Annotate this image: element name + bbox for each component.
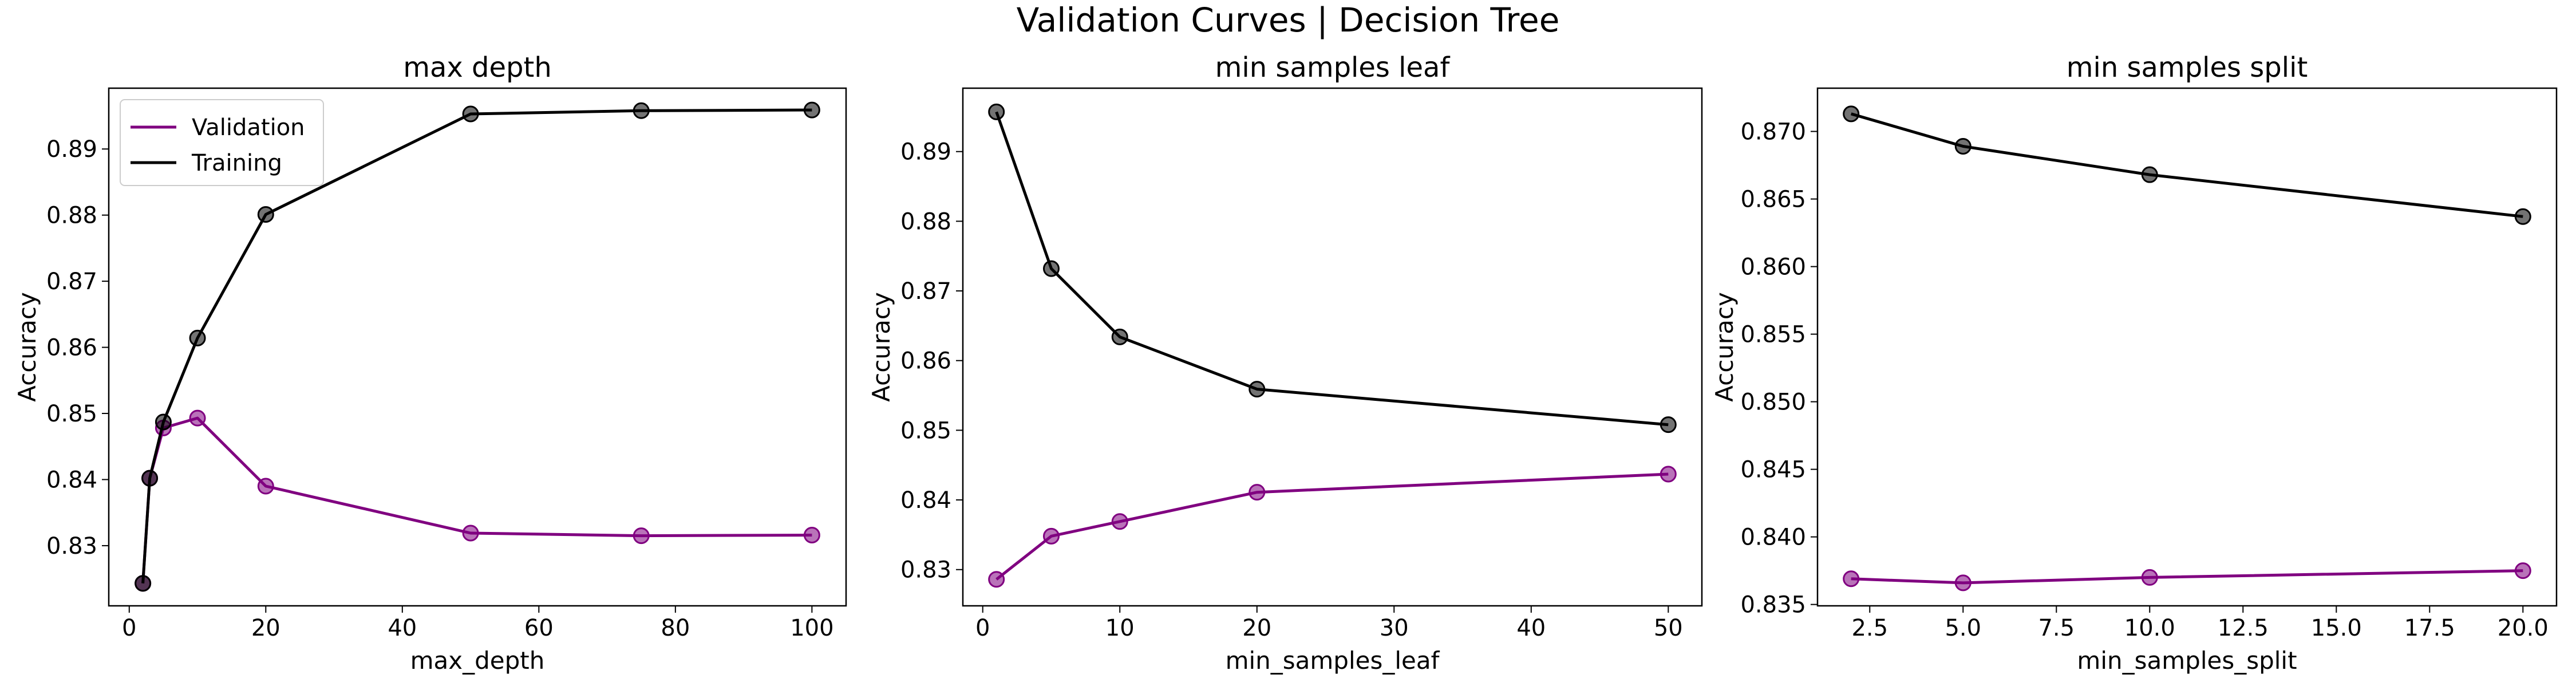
data-point-training xyxy=(2514,208,2531,225)
x-tick-label: 40 xyxy=(1516,615,1546,641)
x-axis-label: min_samples_split xyxy=(2077,646,2297,675)
data-point-validation xyxy=(1843,570,1860,588)
x-tick-label: 5.0 xyxy=(1945,615,1981,641)
x-tick-label: 20.0 xyxy=(2498,615,2549,641)
data-point-validation xyxy=(2141,569,2158,586)
data-point-validation xyxy=(1111,513,1128,530)
x-axis-label: max_depth xyxy=(410,646,545,675)
y-tick-label: 0.85 xyxy=(900,417,951,444)
y-tick-label: 0.87 xyxy=(900,278,951,305)
data-point-validation xyxy=(1660,466,1677,483)
x-tick-label: 0 xyxy=(975,615,990,641)
subplot-title: min samples split xyxy=(2067,52,2308,84)
y-tick-label: 0.85 xyxy=(46,401,97,427)
data-point-training xyxy=(2141,166,2158,183)
data-point-validation xyxy=(1042,527,1060,545)
x-tick-label: 30 xyxy=(1380,615,1409,641)
data-point-training xyxy=(141,470,159,487)
axes-frame xyxy=(962,87,1703,607)
y-tick-label: 0.88 xyxy=(46,203,97,229)
x-tick-label: 50 xyxy=(1654,615,1683,641)
x-tick-label: 17.5 xyxy=(2404,615,2455,641)
data-point-training xyxy=(1249,381,1266,398)
legend-label: Training xyxy=(191,150,282,176)
y-tick-label: 0.84 xyxy=(46,467,97,493)
data-point-training xyxy=(1042,260,1060,277)
x-tick-label: 0 xyxy=(122,615,136,641)
data-point-validation xyxy=(988,571,1005,588)
data-point-validation xyxy=(2514,562,2531,579)
x-tick-label: 80 xyxy=(661,615,690,641)
series-line-validation xyxy=(995,472,1669,581)
y-tick-label: 0.87 xyxy=(46,269,97,295)
x-tick-label: 2.5 xyxy=(1851,615,1888,641)
y-axis-label: Accuracy xyxy=(1710,292,1739,402)
data-point-training xyxy=(189,329,206,346)
data-point-validation xyxy=(1954,574,1971,592)
axes-frame xyxy=(1816,87,2558,607)
x-tick-label: 20 xyxy=(251,615,280,641)
subplot-3: min samples split 2.5 5.0 7.5 10.0 12.5 15.0 17… xyxy=(1710,52,2558,675)
x-tick-label: 15.0 xyxy=(2311,615,2362,641)
data-point-training xyxy=(1954,137,1971,155)
data-point-validation xyxy=(803,526,820,543)
y-axis-label: Accuracy xyxy=(13,292,41,402)
data-point-training xyxy=(257,206,274,223)
data-point-training xyxy=(1660,416,1677,433)
x-axis-label: min_samples_leaf xyxy=(1226,646,1440,675)
series-line-validation xyxy=(141,416,812,583)
subplot-2: min samples leaf 0 10 20 30 40 50 0.83 0.84 0.85 0… xyxy=(867,52,1703,675)
data-point-validation xyxy=(189,409,206,427)
y-tick-label: 0.845 xyxy=(1740,457,1806,483)
y-tick-label: 0.855 xyxy=(1740,322,1806,348)
x-tick-label: 60 xyxy=(524,615,554,641)
y-axis-label: Accuracy xyxy=(867,292,895,402)
series-line-training xyxy=(1851,112,2523,218)
data-point-training xyxy=(1111,328,1128,345)
x-tick-label: 100 xyxy=(790,615,833,641)
x-tick-label: 12.5 xyxy=(2218,615,2269,641)
data-point-training xyxy=(633,102,650,119)
data-point-training xyxy=(135,575,152,592)
series-line-validation xyxy=(1851,569,2523,585)
y-tick-label: 0.860 xyxy=(1740,254,1806,281)
series-line-training xyxy=(141,108,812,583)
data-point-training xyxy=(803,101,820,119)
data-point-validation xyxy=(633,527,650,545)
x-tick-label: 10.0 xyxy=(2124,615,2175,641)
data-point-validation xyxy=(257,478,274,495)
data-point-validation xyxy=(1249,484,1266,501)
y-tick-label: 0.870 xyxy=(1740,119,1806,145)
y-tick-label: 0.89 xyxy=(46,136,97,163)
x-tick-label: 10 xyxy=(1105,615,1135,641)
subplot-title: min samples leaf xyxy=(1215,52,1451,84)
y-tick-label: 0.83 xyxy=(46,533,97,559)
subplot-1: max depth 0 20 40 60 80 100 0.83 0.84 0.85 0.86 0.8… xyxy=(13,52,847,675)
x-tick-label: 40 xyxy=(388,615,417,641)
data-point-training xyxy=(988,103,1005,120)
y-tick-label: 0.89 xyxy=(900,139,951,165)
legend-label: Validation xyxy=(192,115,305,141)
data-point-training xyxy=(155,413,172,431)
figure-title: Validation Curves | Decision Tree xyxy=(1017,1,1560,40)
subplot-title: max depth xyxy=(403,52,552,84)
data-point-training xyxy=(462,105,479,123)
y-tick-label: 0.84 xyxy=(900,487,951,514)
series-line-training xyxy=(995,111,1669,427)
x-tick-label: 20 xyxy=(1242,615,1271,641)
y-tick-label: 0.86 xyxy=(46,335,97,361)
y-tick-label: 0.865 xyxy=(1740,187,1806,213)
y-tick-label: 0.83 xyxy=(900,557,951,583)
y-tick-label: 0.840 xyxy=(1740,525,1806,551)
y-tick-label: 0.86 xyxy=(900,348,951,374)
data-point-validation xyxy=(462,525,479,542)
data-point-training xyxy=(1843,105,1860,123)
y-tick-label: 0.850 xyxy=(1740,389,1806,416)
y-tick-label: 0.835 xyxy=(1740,592,1806,618)
y-tick-label: 0.88 xyxy=(900,208,951,235)
x-tick-label: 7.5 xyxy=(2038,615,2075,641)
legend: Validation Training xyxy=(120,99,324,186)
